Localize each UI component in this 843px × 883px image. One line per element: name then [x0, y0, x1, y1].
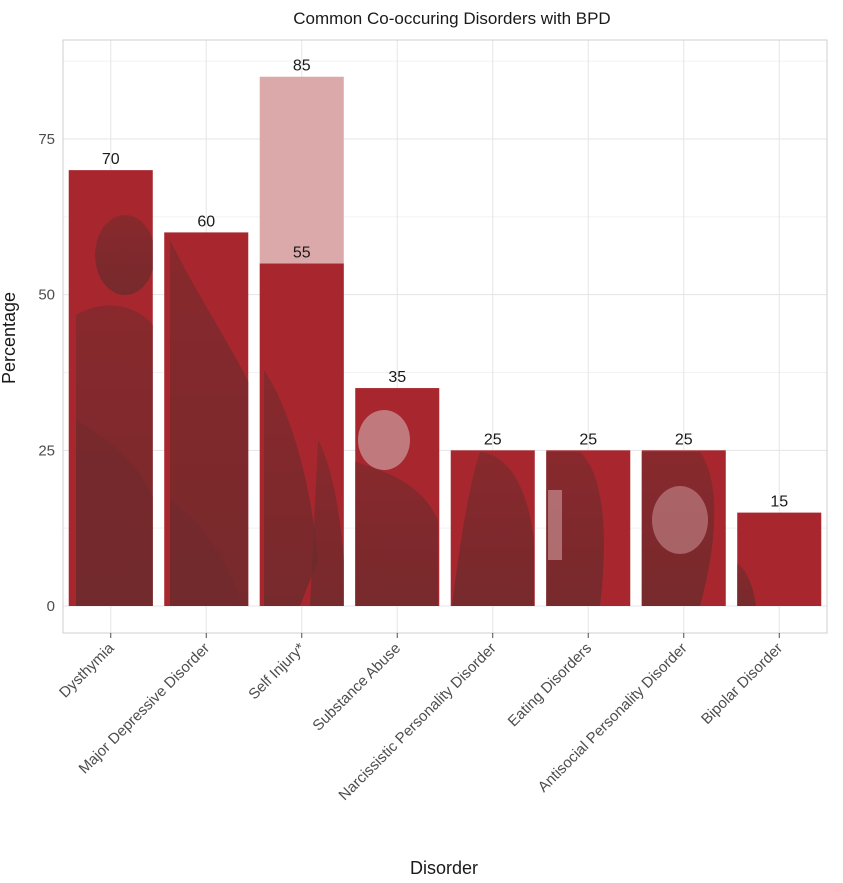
- photo-person-huddled: [355, 410, 438, 606]
- x-category-label: Eating Disorders: [505, 640, 595, 730]
- y-tick-label: 25: [38, 442, 55, 459]
- x-category-label: Substance Abuse: [309, 640, 404, 735]
- x-category-label: Narcissistic Personality Disorder: [335, 640, 499, 804]
- chart-title: Common Co-occuring Disorders with BPD: [293, 9, 610, 28]
- bar-value-label: 25: [675, 431, 693, 448]
- photo-person-seated: [76, 215, 153, 606]
- bar-value-label: 70: [102, 151, 120, 168]
- photo-overlays: [76, 215, 756, 606]
- x-category-label: Bipolar Disorder: [698, 640, 786, 728]
- x-axis-title: Disorder: [410, 858, 478, 878]
- y-tick-label: 0: [47, 598, 55, 615]
- photo-person-hand-face: [641, 452, 715, 606]
- bar-value-label: 25: [579, 431, 597, 448]
- panel-border: [62, 39, 828, 634]
- x-category-label: Antisocial Personality Disorder: [535, 640, 691, 796]
- photo-person-knees: [170, 240, 249, 606]
- bar-value-label: 60: [197, 213, 215, 230]
- x-category-label: Self Injury*: [245, 640, 308, 703]
- bar-value-label: 15: [770, 494, 788, 511]
- photo-person-shoulder: [737, 563, 756, 606]
- photo-person-half-face: [546, 452, 604, 606]
- bar-value-label: 55: [293, 245, 311, 262]
- bar-value-label: 25: [484, 431, 502, 448]
- bar-value-label: 35: [388, 369, 406, 386]
- bar-value-label: 85: [293, 58, 311, 75]
- x-category-label: Dysthymia: [56, 639, 118, 701]
- y-axis-title: Percentage: [0, 292, 19, 384]
- photo-person-legs: [264, 370, 344, 606]
- y-tick-label: 50: [38, 287, 55, 304]
- y-tick-label: 75: [38, 131, 55, 148]
- photo-person-hair: [452, 452, 534, 606]
